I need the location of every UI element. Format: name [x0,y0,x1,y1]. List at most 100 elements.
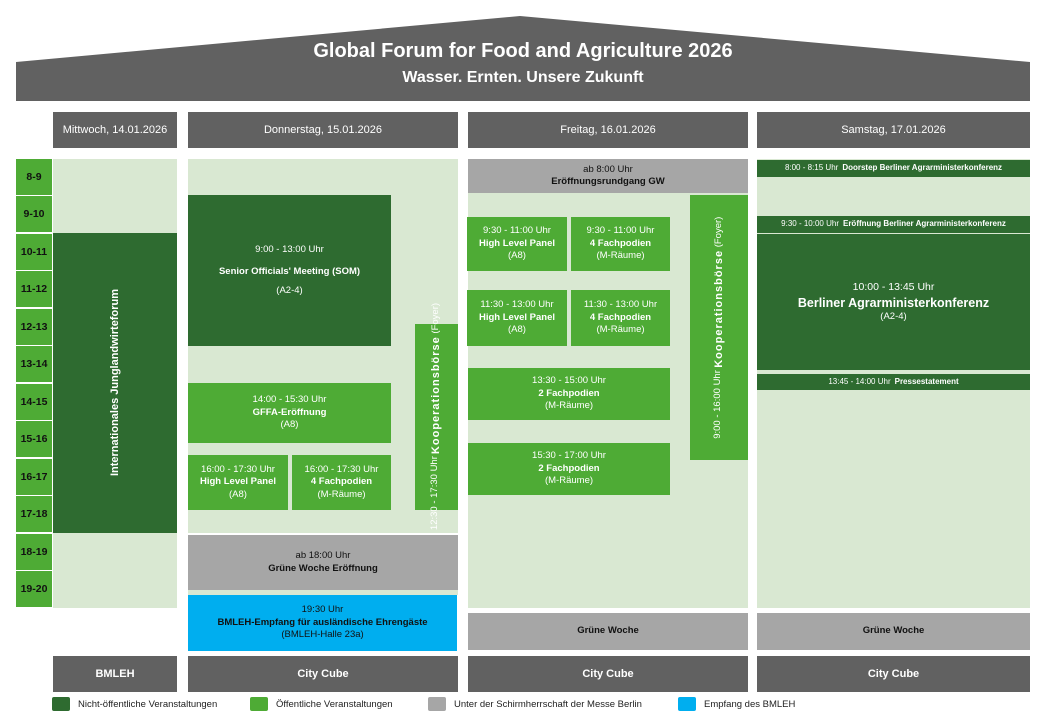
hour-label: 15-16 [16,421,52,459]
event-gffa-opening: 14:00 - 15:30 Uhr GFFA-Eröffnung (A8) [188,383,391,443]
event-time: 13:45 - 14:00 Uhr [828,376,891,386]
event-room: (A2-4) [880,310,907,322]
day-header-sat: Samstag, 17.01.2026 [757,112,1030,148]
event-thu-kooperationsboerse: 12:30 - 17:30 Uhr Kooperationsbörse (Foye… [415,303,458,531]
event-room: (A2-4) [276,284,303,296]
hour-label: 12-13 [16,308,52,346]
event-thu-fachpodien: 16:00 - 17:30 Uhr 4 Fachpodien (M-Räume) [292,455,391,510]
event-time: 8:00 - 8:15 Uhr [784,163,839,173]
event-junglandwirteforum: Internationales Junglandwirteforum [53,233,177,533]
event-title: GFFA-Eröffnung [252,406,327,418]
day-header-fri: Freitag, 16.01.2026 [468,112,748,148]
hour-label: 9-10 [16,196,52,234]
event-title: Kooperationsbörse [712,249,725,368]
event-room: (A8) [508,324,526,336]
hour-label: 16-17 [16,458,52,496]
page-subtitle: Wasser. Ernten. Unsere Zukunft [402,69,644,86]
legend-label: Nicht-öffentliche Veranstaltungen [78,698,218,710]
event-opening-tour: ab 8:00 Uhr Eröffnungsrundgang GW [468,159,748,193]
divider [188,590,458,595]
legend-non-public: Nicht-öffentliche Veranstaltungen [52,697,217,711]
event-room: (A8) [229,488,247,500]
event-fri-kooperationsboerse: 9:00 - 16:00 Uhr Kooperationsbörse (Foyer… [690,195,748,460]
event-title: Internationales Junglandwirteforum [108,289,121,477]
event-fri-hlp-2: 11:30 - 13:00 Uhr High Level Panel (A8) [467,290,567,346]
legend-swatch [52,697,70,711]
event-title: High Level Panel [199,476,277,488]
event-room: (Foyer) [430,303,442,335]
event-title: High Level Panel [478,311,556,323]
venue-fri: City Cube [468,656,748,692]
event-title: BMLEH-Empfang für ausländische Ehrengäst… [217,616,428,628]
event-time: 13:30 - 15:00 Uhr [532,375,606,387]
event-bmleh-reception: 19:30 Uhr BMLEH-Empfang für ausländische … [188,595,457,651]
event-agrarministerkonferenz: 10:00 - 13:45 Uhr Berliner Agrarministerk… [757,234,1030,370]
event-time: 12:30 - 17:30 Uhr [429,456,441,531]
event-room: (Foyer) [712,216,724,248]
event-fri-gruene-woche: Grüne Woche [468,613,748,650]
day-header-wed: Mittwoch, 14.01.2026 [53,112,177,148]
event-title: Grüne Woche Eröffnung [268,562,378,574]
event-sat-gruene-woche: Grüne Woche [757,613,1030,650]
legend-swatch [678,697,696,711]
event-room: (BMLEH-Halle 23a) [281,629,364,641]
event-title: Doorstep Berliner Agrarministerkonferenz [842,163,1003,173]
event-room: (A8) [508,250,526,262]
event-time: 9:00 - 13:00 Uhr [255,243,324,255]
event-fri-fachpodien-4: 15:30 - 17:00 Uhr 2 Fachpodien (M-Räume) [468,443,670,495]
event-fri-fachpodien-3: 13:30 - 15:00 Uhr 2 Fachpodien (M-Räume) [468,368,670,420]
event-time: 10:00 - 13:45 Uhr [852,280,935,293]
event-title: Eröffnungsrundgang GW [551,176,665,187]
hour-label: 10-11 [16,233,52,271]
event-title: 4 Fachpodien [589,311,652,323]
event-time: 11:30 - 13:00 Uhr [480,299,554,311]
venue-wed: BMLEH [53,656,177,692]
event-title: Pressestatement [894,376,959,386]
event-time: 9:30 - 11:00 Uhr [586,225,655,237]
legend-messe: Unter der Schirmherrschaft der Messe Ber… [428,697,642,711]
venue-thu: City Cube [188,656,458,692]
event-time: 14:00 - 15:30 Uhr [252,394,327,406]
header: Global Forum for Food and Agriculture 20… [16,40,1030,87]
hour-label: 13-14 [16,346,52,384]
legend-label: Unter der Schirmherrschaft der Messe Ber… [454,698,642,710]
event-gw-opening: ab 18:00 Uhr Grüne Woche Eröffnung [188,535,458,590]
event-conf-opening: 9:30 - 10:00 Uhr Eröffnung Berliner Agrar… [757,216,1030,233]
event-room: (M-Räume) [544,400,594,412]
event-title: High Level Panel [478,237,556,249]
event-title: 2 Fachpodien [538,387,600,399]
event-fri-fachpodien-1: 9:30 - 11:00 Uhr 4 Fachpodien (M-Räume) [571,217,670,271]
event-room: (M-Räume) [544,475,594,487]
event-time: 9:30 - 10:00 Uhr [781,219,839,229]
hour-label: 11-12 [16,271,52,309]
event-time: 19:30 Uhr [301,604,344,616]
hour-label: 18-19 [16,533,52,571]
event-room: (M-Räume) [596,250,645,262]
legend-swatch [428,697,446,711]
legend-label: Empfang des BMLEH [704,698,796,710]
event-fri-fachpodien-2: 11:30 - 13:00 Uhr 4 Fachpodien (M-Räume) [571,290,670,346]
legend-swatch [250,697,268,711]
event-time: ab 8:00 Uhr [583,163,633,175]
event-title: Senior Officials' Meeting (SOM) [218,266,361,278]
event-title: 2 Fachpodien [538,462,600,474]
event-title: 4 Fachpodien [310,476,373,488]
legend-reception: Empfang des BMLEH [678,697,795,711]
event-doorstep: 8:00 - 8:15 Uhr Doorstep Berliner Agrarmi… [757,160,1030,177]
event-room: (A8) [280,419,299,431]
venue-sat: City Cube [757,656,1030,692]
hour-label: 19-20 [16,570,52,608]
event-time: ab 18:00 Uhr [295,550,351,562]
event-title: Eröffnung Berliner Agrarministerkonferen… [842,219,1006,229]
event-title: Berliner Agrarministerkonferenz [797,295,990,310]
hour-label: 17-18 [16,496,52,534]
event-press-statement: 13:45 - 14:00 Uhr Pressestatement [757,374,1030,390]
legend-label: Öffentliche Veranstaltungen [276,698,393,710]
event-time: 16:00 - 17:30 Uhr [304,463,379,475]
event-title: 4 Fachpodien [589,237,652,249]
event-time: 9:00 - 16:00 Uhr [711,369,723,439]
event-title: Kooperationsbörse [430,336,443,455]
event-time: 15:30 - 17:00 Uhr [532,450,606,462]
event-som: 9:00 - 13:00 Uhr Senior Officials' Meetin… [188,195,391,346]
event-fri-hlp-1: 9:30 - 11:00 Uhr High Level Panel (A8) [467,217,567,271]
